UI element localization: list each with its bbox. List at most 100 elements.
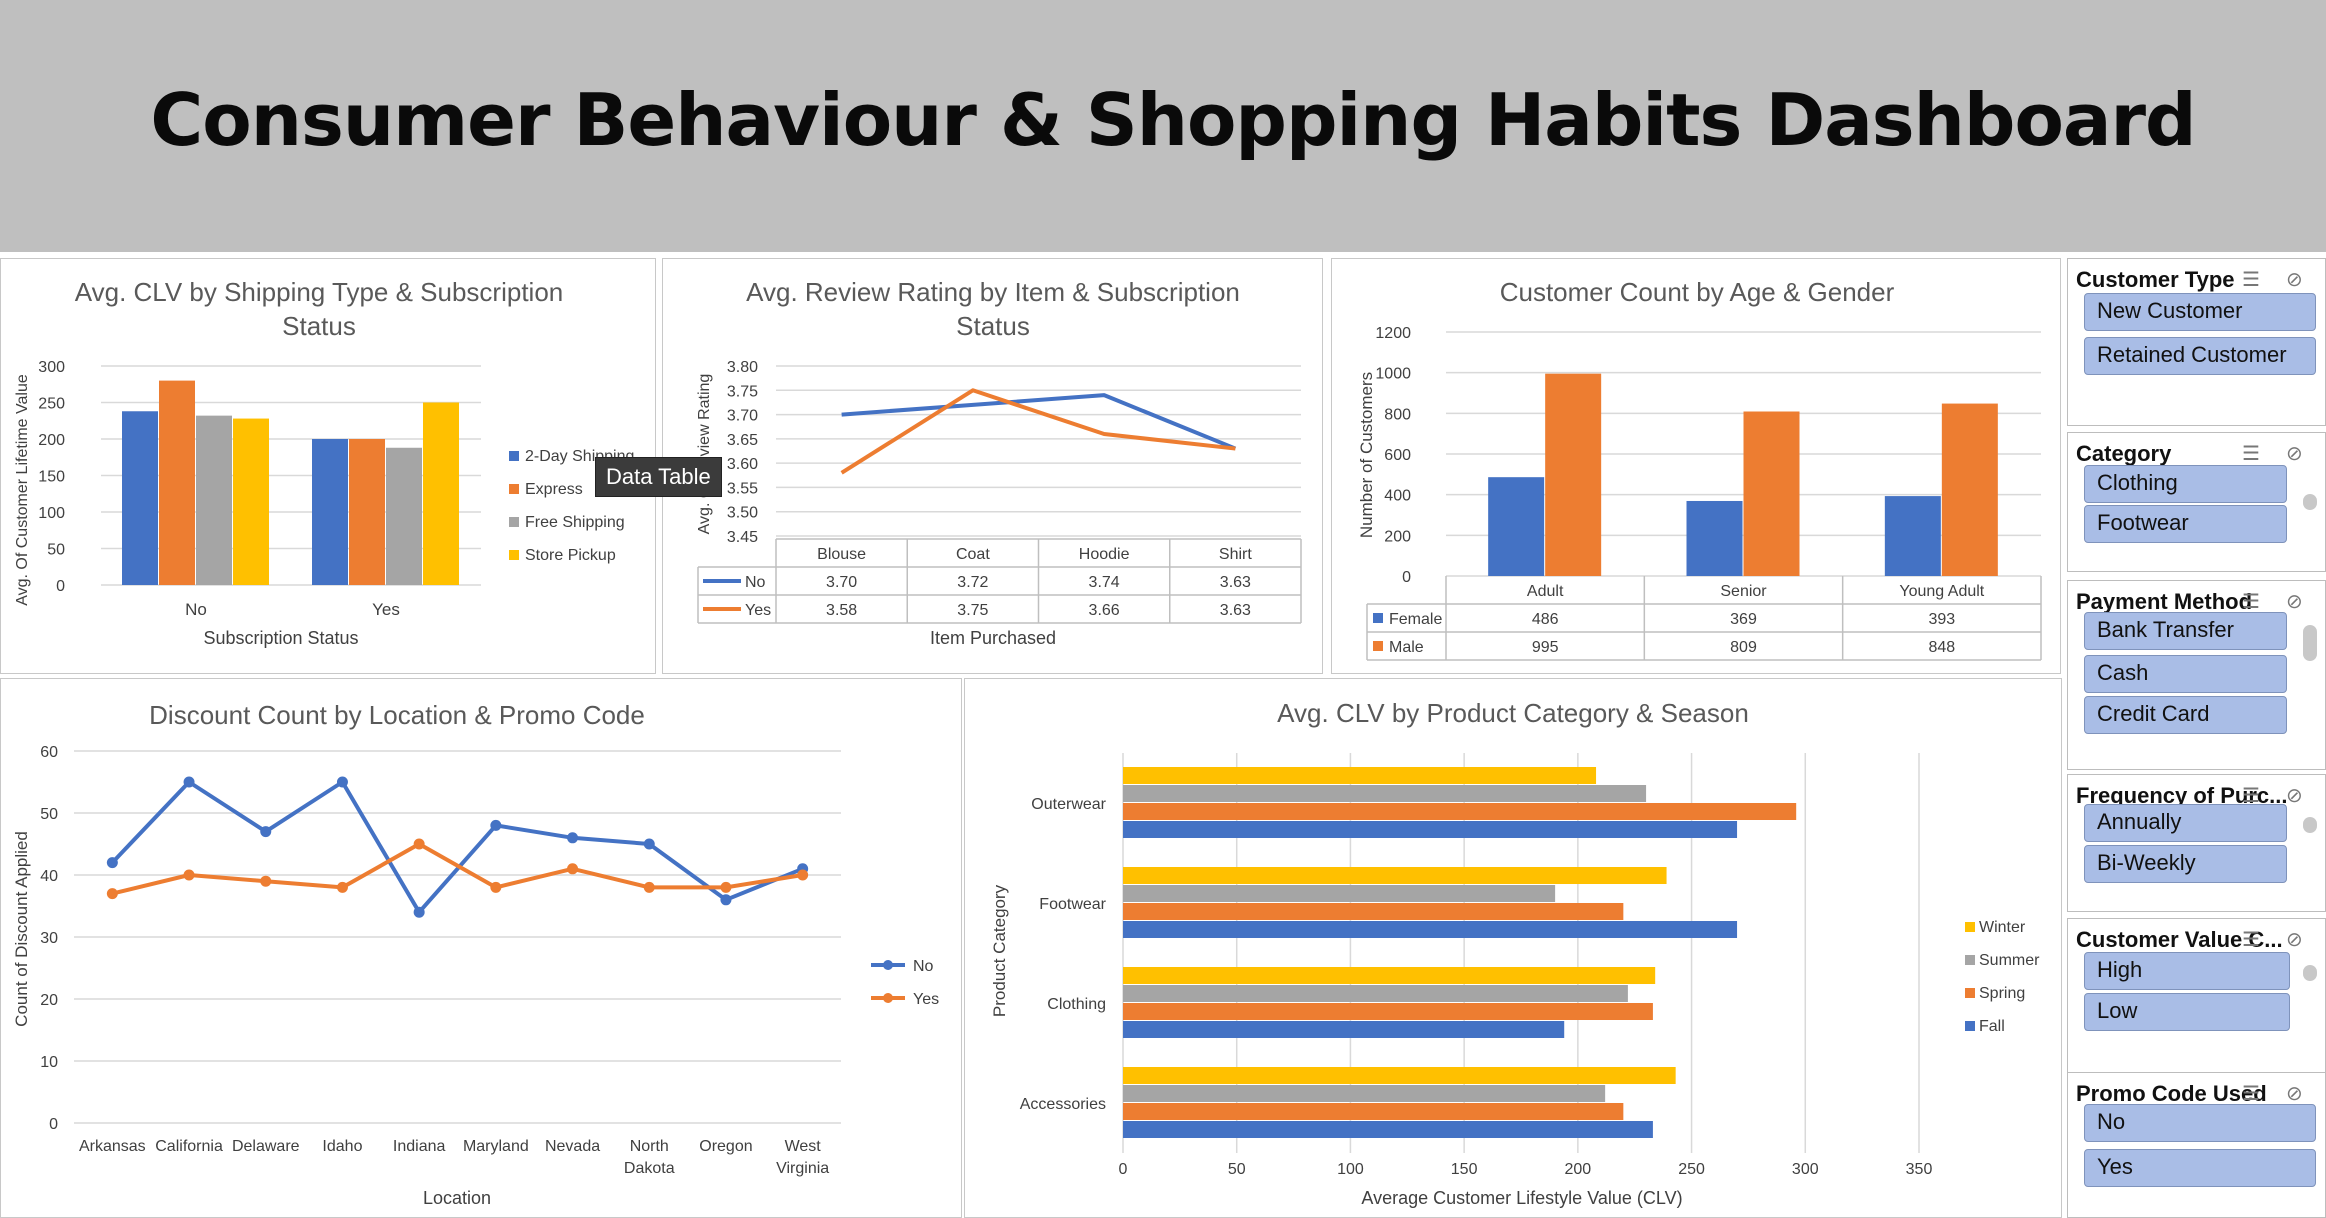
slicer-item[interactable]: Bank Transfer: [2084, 612, 2287, 650]
legend-label: Spring: [1979, 985, 2025, 1002]
data-point: [720, 881, 732, 893]
slicer-scrollbar[interactable]: [2303, 625, 2317, 661]
slicer-3[interactable]: Frequency of Purc... ☰ ⊘ Annually Bi-Weekly: [2067, 774, 2326, 912]
multi-select-icon[interactable]: ☰: [2242, 443, 2260, 465]
legend-swatch: [509, 550, 519, 560]
slicer-scrollbar[interactable]: [2303, 965, 2317, 981]
table-cell: 3.74: [1089, 574, 1120, 591]
slicer-0[interactable]: Customer Type ☰ ⊘ New Customer Retained Cust…: [2067, 258, 2326, 426]
slicer-item[interactable]: Yes: [2084, 1149, 2316, 1187]
x-tick-label: Delaware: [232, 1138, 300, 1155]
y-tick-label: 250: [38, 396, 65, 413]
clear-filter-icon[interactable]: ⊘: [2286, 785, 2303, 807]
table-row-label: Female: [1389, 611, 1442, 628]
y-tick-label: 3.75: [727, 383, 758, 400]
x-tick-label: North: [630, 1138, 669, 1155]
title-banner: Consumer Behaviour & Shopping Habits Das…: [0, 0, 2326, 252]
slicer-item[interactable]: No: [2084, 1104, 2316, 1142]
y-tick-label: 0: [49, 1116, 58, 1133]
bar: [1123, 967, 1656, 984]
clear-filter-icon[interactable]: ⊘: [2286, 929, 2303, 951]
chart-age-gender[interactable]: Customer Count by Age & Gender 0 200 400 600…: [1331, 258, 2061, 674]
y-tick-label: 40: [40, 868, 58, 885]
chart-review-rating[interactable]: Avg. Review Rating by Item & Subscriptio…: [662, 258, 1323, 674]
slicer-item[interactable]: High: [2084, 952, 2290, 990]
slicer-1[interactable]: Category ☰ ⊘ Clothing Footwear: [2067, 432, 2326, 572]
legend-label: Yes: [913, 991, 939, 1008]
slicer-2[interactable]: Payment Method ☰ ⊘ Bank Transfer Cash Credit …: [2067, 580, 2326, 770]
multi-select-icon[interactable]: ☰: [2242, 591, 2260, 613]
slicer-item[interactable]: New Customer: [2084, 293, 2316, 331]
bar: [1488, 477, 1545, 576]
slicer-5[interactable]: Promo Code Used ☰ ⊘ No Yes: [2067, 1072, 2326, 1218]
bar: [233, 418, 269, 585]
x-tick-label: 300: [1792, 1161, 1819, 1178]
table-cell: 369: [1730, 611, 1757, 628]
bar: [1123, 1103, 1624, 1120]
slicer-4[interactable]: Customer Value C... ☰ ⊘ High Low: [2067, 918, 2326, 1078]
legend-label: Summer: [1979, 952, 2040, 969]
slicer-scrollbar[interactable]: [2303, 817, 2317, 833]
x-axis-label: Subscription Status: [203, 628, 358, 648]
y-tick-label: 50: [47, 542, 65, 559]
clear-filter-icon[interactable]: ⊘: [2286, 269, 2303, 291]
y-tick-label: 600: [1384, 447, 1411, 464]
data-point: [797, 869, 809, 881]
x-tick-label: 100: [1337, 1161, 1364, 1178]
y-tick-label: 3.55: [727, 480, 758, 497]
multi-select-icon[interactable]: ☰: [2242, 929, 2260, 951]
slicer-item[interactable]: Cash: [2084, 655, 2287, 693]
bar: [1123, 767, 1597, 784]
x-tick-label: 50: [1228, 1161, 1246, 1178]
slicer-title: Category: [2076, 441, 2172, 466]
table-header: Shirt: [1219, 546, 1252, 563]
multi-select-icon[interactable]: ☰: [2242, 1083, 2260, 1105]
slicer-item[interactable]: Annually: [2084, 804, 2287, 842]
bar: [1123, 903, 1624, 920]
slicer-item[interactable]: Clothing: [2084, 465, 2287, 503]
bar: [1123, 821, 1738, 838]
y-tick-label: 100: [38, 505, 65, 522]
chart-clv-category-season-svg: Avg. CLV by Product Category & Season 0 50…: [990, 698, 2040, 1208]
bar: [349, 439, 385, 585]
chart-title: Avg. Review Rating by Item & Subscriptio…: [746, 277, 1240, 307]
slicer-item[interactable]: Retained Customer: [2084, 337, 2316, 375]
x-tick-label: 150: [1451, 1161, 1478, 1178]
y-tick-label: 1000: [1375, 366, 1411, 383]
bar: [1123, 1003, 1653, 1020]
slicer-item[interactable]: Footwear: [2084, 505, 2287, 543]
table-header: Hoodie: [1079, 546, 1130, 563]
clear-filter-icon[interactable]: ⊘: [2286, 1083, 2303, 1105]
table-cell: 3.75: [957, 602, 988, 619]
bar: [1123, 1121, 1653, 1138]
slicer-scrollbar[interactable]: [2303, 494, 2317, 510]
slicer-item[interactable]: Low: [2084, 993, 2290, 1031]
chart-discount-location[interactable]: Discount Count by Location & Promo Code 0…: [0, 678, 962, 1218]
clear-filter-icon[interactable]: ⊘: [2286, 443, 2303, 465]
x-tick-label: Yes: [372, 600, 400, 619]
multi-select-icon[interactable]: ☰: [2242, 269, 2260, 291]
legend-label: Express: [525, 481, 583, 498]
slicer-item[interactable]: Bi-Weekly: [2084, 845, 2287, 883]
y-tick-label: 3.50: [727, 505, 758, 522]
y-axis-label: Product Category: [990, 884, 1009, 1017]
slicer-title: Promo Code Used: [2076, 1081, 2267, 1106]
y-tick-label: 10: [40, 1054, 58, 1071]
chart-age-gender-svg: Customer Count by Age & Gender 0 200 400 600…: [1357, 277, 2042, 661]
data-point: [643, 881, 655, 893]
slicer-item[interactable]: Credit Card: [2084, 696, 2287, 734]
legend-swatch: [1965, 988, 1975, 998]
chart-clv-shipping-svg: Avg. CLV by Shipping Type & Subscription…: [14, 277, 634, 648]
chart-clv-shipping[interactable]: Avg. CLV by Shipping Type & Subscription…: [0, 258, 656, 674]
clear-filter-icon[interactable]: ⊘: [2286, 591, 2303, 613]
slicer-title: Customer Type: [2076, 267, 2235, 292]
slicer-title: Frequency of Purc...: [2076, 783, 2288, 808]
chart-clv-category-season[interactable]: Avg. CLV by Product Category & Season 0 50…: [964, 678, 2062, 1218]
chart-title-line2: Status: [956, 311, 1030, 341]
data-point: [260, 826, 272, 838]
data-point: [260, 875, 272, 887]
chart-title: Discount Count by Location & Promo Code: [149, 700, 645, 730]
table-cell: 3.66: [1089, 602, 1120, 619]
multi-select-icon[interactable]: ☰: [2242, 785, 2260, 807]
dashboard-title: Consumer Behaviour & Shopping Habits Das…: [150, 78, 2196, 162]
